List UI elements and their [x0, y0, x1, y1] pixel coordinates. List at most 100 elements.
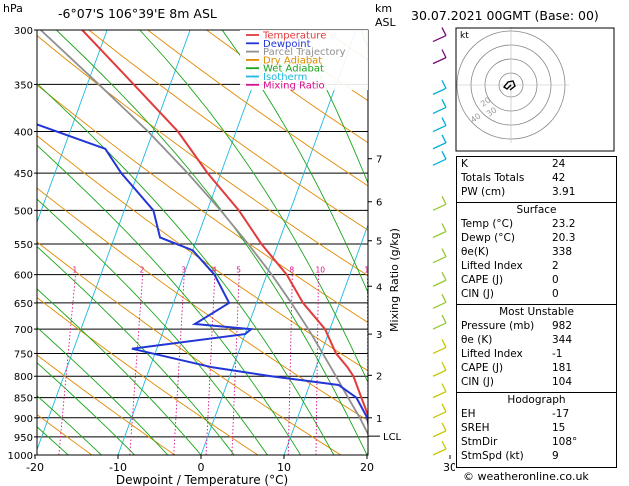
dewpoint-line — [37, 123, 368, 429]
index-label: PW (cm) — [461, 186, 506, 198]
mixing-ratio-label: 5 — [236, 266, 241, 275]
wet-adiabat-line — [37, 395, 102, 455]
wind-barb-flag — [441, 339, 447, 348]
temp-tick-label: 0 — [198, 461, 205, 474]
mixing-ratio-label: 25 — [429, 266, 439, 275]
surface-value: 23.2 — [552, 218, 576, 230]
wind-barb — [432, 279, 447, 287]
legend-bg — [240, 30, 368, 90]
surface-title: Surface — [516, 204, 557, 216]
isotherm-line — [283, 223, 368, 455]
mixing-ratio-line — [58, 274, 76, 455]
dry-adiabat-line — [0, 30, 9, 455]
mixing-ratio-label: 4 — [212, 266, 217, 275]
wind-barb — [432, 142, 447, 150]
legend-label: Temperature — [262, 31, 326, 42]
most-unstable-title: Most Unstable — [499, 306, 574, 318]
mixing-ratio-label: 8 — [289, 266, 294, 275]
km-tick-label: 3 — [376, 330, 382, 341]
wind-barb-flag — [441, 99, 447, 108]
pressure-tick-label: 750 — [14, 349, 33, 360]
dry-adiabat-line — [37, 35, 368, 277]
pressure-tick-label: 800 — [14, 372, 33, 383]
wet-adiabat-line — [296, 30, 368, 185]
wind-barb — [432, 158, 447, 166]
surface-value: 0 — [552, 274, 559, 286]
dry-adiabat-line — [37, 296, 259, 455]
wind-barb — [432, 430, 447, 438]
km-tick-label: 4 — [376, 282, 382, 293]
lcl-label: LCL — [383, 432, 402, 443]
wet-adiabat-line — [37, 82, 335, 455]
hodo-label: SREH — [461, 422, 490, 434]
wind-barb-flag — [441, 361, 447, 371]
temp-tick-label: 10 — [277, 461, 291, 474]
dry-adiabat-line — [206, 30, 368, 144]
dry-adiabat-line — [37, 354, 176, 455]
hodo-label: StmDir — [461, 436, 498, 448]
wind-barb — [432, 411, 447, 419]
pressure-tick-label: 550 — [14, 240, 33, 251]
wind-barb — [432, 230, 447, 239]
wind-barb — [432, 57, 447, 65]
surface-label: Temp (°C) — [461, 218, 514, 230]
index-label: Totals Totals — [461, 172, 525, 184]
mixing-ratio-line — [403, 275, 406, 455]
wind-barb — [432, 203, 447, 211]
surface-box: Surface Temp (°C) 23.2 Dewp (°C) 20.3 θe(K… — [456, 202, 617, 306]
wind-barb-flag — [441, 223, 447, 232]
mixing-ratio-label: 15 — [364, 266, 374, 275]
unstable-value: 104 — [552, 376, 573, 388]
wind-barb — [432, 34, 447, 43]
wind-barb-flag — [441, 422, 447, 432]
dry-adiabat-line — [147, 30, 368, 187]
hodograph-unit-label: kt — [460, 31, 469, 41]
pressure-tick-label: 600 — [14, 271, 33, 282]
mixing-ratio-label: 20 — [400, 266, 410, 275]
surface-value: 20.3 — [552, 232, 576, 244]
km-tick-label: 5 — [376, 237, 382, 248]
unstable-label: CAPE (J) — [461, 362, 504, 374]
temp-tick-label: -20 — [26, 461, 44, 474]
index-value: 3.91 — [552, 186, 576, 198]
wind-barb-flag — [441, 383, 447, 392]
wind-barb-flag — [441, 294, 447, 303]
hodo-label: EH — [461, 408, 476, 420]
surface-value: 2 — [552, 260, 559, 272]
index-value: 24 — [552, 158, 566, 170]
hodo-label: StmSpd (kt) — [461, 450, 524, 462]
hodograph-ring-label: 40 — [469, 111, 483, 124]
wind-barbs — [432, 27, 447, 456]
credit-label: © weatheronline.co.uk — [463, 470, 589, 483]
parcel-trajectory-line — [40, 30, 368, 437]
indices-top-box: K 24 Totals Totals 42 PW (cm) 3.91 — [456, 156, 617, 204]
dry-adiabat-line — [37, 187, 368, 422]
x-axis-title: Dewpoint / Temperature (°C) — [116, 473, 288, 486]
hodo-value: 9 — [552, 450, 559, 462]
wind-barb — [432, 106, 447, 115]
km-tick-label: 7 — [376, 155, 382, 166]
unstable-label: Lifted Index — [461, 348, 523, 360]
wind-barb-flag — [441, 49, 447, 58]
pressure-tick-label: 700 — [14, 325, 33, 336]
pressure-tick-label: 300 — [14, 26, 33, 37]
wind-barb-flag — [441, 196, 447, 205]
pressure-tick-label: 450 — [14, 169, 33, 180]
wind-barb-flag — [441, 248, 447, 258]
dry-adiabat-line — [37, 135, 368, 372]
mixing-ratio-label: 2 — [140, 266, 145, 275]
skew-t-chart: 1 2 3 4 5 8 10 15 20 2530035040045050055060065070… — [0, 26, 455, 486]
wind-barb-flag — [441, 314, 447, 324]
pressure-tick-label: 950 — [14, 433, 33, 444]
mixing-ratio-line — [129, 274, 144, 455]
pressure-tick-label: 400 — [14, 128, 33, 139]
mixing-ratio-line — [432, 275, 437, 455]
km-tick-label: 2 — [376, 371, 382, 382]
hodo-value: -17 — [552, 408, 570, 420]
surface-label: θe(K) — [461, 246, 489, 258]
dry-adiabat-line — [265, 30, 368, 102]
wet-adiabat-line — [37, 245, 235, 455]
wind-barb — [432, 369, 447, 377]
wind-barb-flag — [441, 440, 447, 450]
